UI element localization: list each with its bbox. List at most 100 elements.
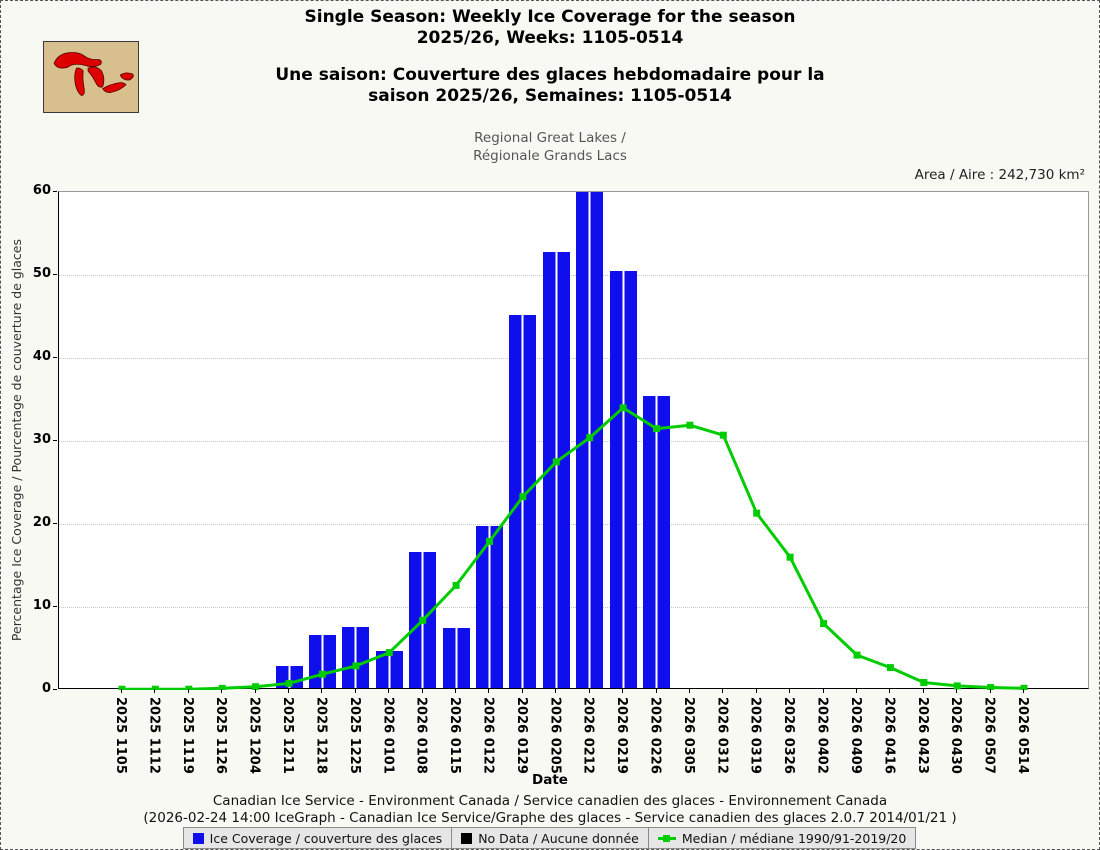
title-english: Single Season: Weekly Ice Coverage for t… [1,7,1099,49]
x-tick-label: 2025 1112 [146,697,162,774]
ice-coverage-bar [475,526,503,688]
x-tick-label: 2026 0423 [914,697,930,774]
ice-coverage-bar [542,252,570,688]
legend-item: Ice Coverage / couverture des glaces [182,827,453,849]
x-tick-mark [922,689,924,693]
x-tick-label: 2025 1218 [313,697,329,774]
x-tick-label: 2026 0129 [513,697,529,774]
x-tick-mark [187,689,189,693]
title-french-line1: Une saison: Couverture des glaces hebdom… [275,65,825,85]
ice-coverage-bar [609,270,637,688]
median-line-marker-icon [657,833,676,844]
x-tick-mark [622,689,624,693]
y-tick-mark [53,440,57,441]
footer-line1: Canadian Ice Service - Environment Canad… [212,793,888,809]
x-tick-mark [354,689,356,693]
y-tick-label: 0 [41,681,51,696]
area-label: Area / Aire : 242,730 km² [914,167,1085,183]
ice-coverage-bar [409,551,437,688]
ice-coverage-bar [442,628,470,688]
x-tick-mark [321,689,323,693]
x-tick-label: 2026 0205 [547,697,563,774]
x-tick-label: 2026 0430 [948,697,964,774]
x-tick-mark [288,689,290,693]
x-tick-mark [555,689,557,693]
y-tick-label: 20 [32,515,51,530]
great-lakes-map-icon [44,42,138,112]
x-tick-label: 2026 0312 [714,697,730,774]
y-gridline [59,441,1088,442]
x-tick-label: 2026 0402 [814,697,830,774]
x-tick-label: 2026 0122 [480,697,496,774]
x-tick-label: 2026 0108 [413,697,429,774]
ice-coverage-bar [643,395,671,688]
x-tick-mark [154,689,156,693]
legend-item: No Data / Aucune donnée [451,827,649,849]
ice-coverage-bar [375,651,403,688]
plot-area [58,191,1089,690]
x-tick-mark [855,689,857,693]
title-french: Une saison: Couverture des glaces hebdom… [1,65,1099,107]
legend-swatch-icon [461,832,473,844]
x-tick-label: 2026 0101 [380,697,396,774]
x-tick-label: 2026 0409 [847,697,863,774]
y-tick-label: 30 [32,432,51,447]
x-tick-mark [521,689,523,693]
x-tick-mark [221,689,223,693]
x-tick-label: 2025 1225 [346,697,362,774]
region-subtitle-line2: Régionale Grands Lacs [473,148,627,164]
region-subtitle-line1: Regional Great Lakes / [474,130,626,146]
x-tick-mark [655,689,657,693]
x-tick-label: 2025 1119 [179,697,195,774]
region-subtitle: Regional Great Lakes / Régionale Grands … [1,129,1099,165]
x-tick-label: 2025 1105 [113,697,128,774]
x-tick-mark [588,689,590,693]
x-tick-mark [755,689,757,693]
legend-label: Median / médiane 1990/91-2019/20 [681,830,907,846]
y-tick-mark [53,357,57,358]
y-tick-mark [53,606,57,607]
x-tick-label: 2026 0219 [614,697,630,774]
x-tick-mark [989,689,991,693]
y-gridline [59,607,1088,608]
x-tick-label: 2026 0212 [580,697,596,774]
x-tick-mark [789,689,791,693]
x-tick-label: 2026 0326 [781,697,797,774]
y-gridline [59,275,1088,276]
y-tick-mark [53,274,57,275]
y-tick-label: 10 [32,598,51,613]
x-tick-label: 2026 0305 [680,697,696,774]
x-tick-label: 2026 0507 [981,697,997,774]
legend-label: Ice Coverage / couverture des glaces [209,830,443,846]
y-tick-mark [53,689,57,690]
title-english-line2: 2025/26, Weeks: 1105-0514 [416,28,684,48]
x-tick-label: 2026 0514 [1015,697,1030,774]
x-tick-mark [722,689,724,693]
ice-coverage-bar [342,626,370,688]
x-tick-label: 2026 0416 [881,697,897,774]
x-tick-mark [121,689,122,693]
ice-coverage-bar [275,666,303,688]
legend-item: Median / médiane 1990/91-2019/20 [647,827,917,849]
title-french-line2: saison 2025/26, Semaines: 1105-0514 [368,86,732,106]
median-marker-square [662,834,670,842]
x-tick-label: 2026 0115 [447,697,463,774]
x-tick-mark [956,689,958,693]
title-english-line1: Single Season: Weekly Ice Coverage for t… [304,7,796,27]
footer-line2: (2026-02-24 14:00 IceGraph - Canadian Ic… [143,810,957,826]
y-tick-label: 50 [32,266,51,281]
legend: Ice Coverage / couverture des glaces No D… [1,827,1099,849]
x-tick-mark [1023,689,1024,693]
x-tick-mark [688,689,690,693]
y-gridline [59,358,1088,359]
ice-coverage-bar [509,314,537,688]
y-tick-mark [53,191,57,192]
great-lakes-map-logo [43,41,139,113]
x-tick-mark [822,689,824,693]
legend-label: No Data / Aucune donnée [478,830,639,846]
y-tick-label: 60 [32,183,51,198]
x-tick-label: 2026 0319 [747,697,763,774]
ice-coverage-bar [576,191,604,688]
x-tick-label: 2025 1126 [213,697,229,774]
